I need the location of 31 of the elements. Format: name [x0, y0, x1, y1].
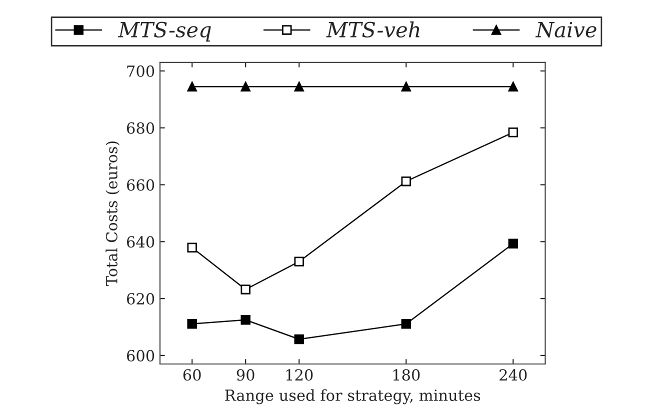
point — [508, 82, 518, 92]
x-tick-label: 90 — [236, 369, 254, 381]
point — [401, 176, 411, 186]
x-tick-label: 60 — [183, 369, 201, 381]
y-tick-label: 640 — [126, 236, 154, 248]
point — [294, 256, 304, 266]
legend-label: MTS-seq — [118, 22, 211, 42]
point — [187, 82, 197, 92]
y-tick-label: 700 — [127, 65, 154, 77]
y-tick-label: 660 — [126, 179, 154, 191]
y-tick-label: 680 — [126, 122, 154, 134]
legend-label: MTS-veh — [326, 21, 420, 38]
x-axis-title: Range used for strategy, minutes — [225, 389, 480, 404]
point — [187, 319, 197, 329]
point — [401, 82, 411, 92]
x-tick-label: 120 — [286, 369, 313, 381]
point — [401, 319, 411, 329]
point — [240, 315, 250, 325]
y-axis-title: Total Costs (euros) — [106, 141, 120, 286]
y-tick-label: 620 — [126, 293, 154, 305]
x-tick-label: 180 — [393, 369, 420, 381]
point — [508, 128, 518, 138]
point — [187, 242, 197, 252]
x-tick-label: 240 — [500, 369, 527, 381]
point — [294, 82, 304, 92]
point — [240, 284, 250, 294]
point — [240, 82, 250, 92]
legend-label: Naive — [535, 22, 596, 38]
y-tick-label: 600 — [126, 350, 154, 362]
point — [508, 238, 518, 249]
point — [294, 334, 304, 344]
